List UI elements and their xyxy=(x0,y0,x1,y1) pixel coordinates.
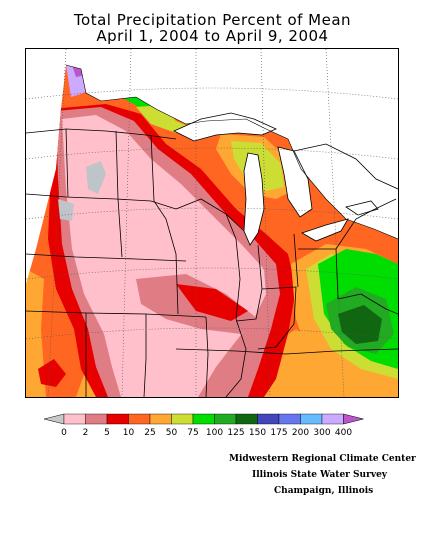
legend-swatch xyxy=(235,413,258,425)
legend-swatch xyxy=(192,413,215,425)
legend-swatch xyxy=(128,413,151,425)
credit-line-2: Illinois State Water Survey xyxy=(252,470,388,480)
lake-superior xyxy=(173,112,277,142)
legend-label: 2 xyxy=(83,428,89,438)
zone-no-data-1 xyxy=(86,161,106,194)
legend-label: 10 xyxy=(123,428,135,438)
legend-labels: 0 2 5 10 25 50 75 100 125 150 175 200 300 400 xyxy=(61,428,352,438)
zone-red-streak xyxy=(176,284,248,321)
credit-line-1: Midwestern Regional Climate Center xyxy=(229,454,416,464)
legend-label: 125 xyxy=(227,428,244,438)
legend-swatches xyxy=(43,413,364,425)
legend-swatch xyxy=(257,413,280,425)
zone-lavender-north xyxy=(66,65,98,97)
legend-swatch xyxy=(149,413,172,425)
legend-label: 75 xyxy=(187,428,198,438)
precipitation-map xyxy=(25,48,399,398)
legend-swatch xyxy=(278,413,301,425)
legend-swatch xyxy=(63,413,86,425)
legend-swatch xyxy=(321,413,344,425)
zone-no-data-2 xyxy=(58,199,74,221)
credit-line-3: Champaign, Illinois xyxy=(274,486,374,496)
legend-arrow-low xyxy=(43,413,65,425)
legend-label: 50 xyxy=(166,428,178,438)
legend-swatch xyxy=(171,413,194,425)
graticule xyxy=(26,49,398,397)
legend-swatch xyxy=(300,413,323,425)
legend-label: 300 xyxy=(313,428,330,438)
map-title-line-2: April 1, 2004 to April 9, 2004 xyxy=(96,27,329,45)
map-svg xyxy=(26,49,398,397)
lake-huron xyxy=(277,146,313,218)
legend-label: 25 xyxy=(144,428,155,438)
legend-label: 150 xyxy=(249,428,266,438)
legend-label: 5 xyxy=(104,428,110,438)
legend-swatch xyxy=(214,413,237,425)
legend-label: 100 xyxy=(206,428,223,438)
zone-dark-green-east xyxy=(338,305,382,344)
lake-erie xyxy=(301,218,349,242)
data-region-outline xyxy=(65,64,398,240)
legend-color-bar: 0 2 5 10 25 50 75 100 125 150 175 200 300 400 xyxy=(43,413,364,438)
lake-ontario xyxy=(345,200,379,216)
great-lakes xyxy=(173,112,379,246)
legend-arrow-high xyxy=(343,413,364,425)
zone-amber-west xyxy=(26,269,46,397)
legend-swatch xyxy=(85,413,108,425)
legend-swatch xyxy=(106,413,129,425)
legend-label: 400 xyxy=(335,428,352,438)
lake-michigan xyxy=(243,152,265,246)
legend-label: 0 xyxy=(61,428,67,438)
zone-red-southwest xyxy=(38,359,66,387)
legend-label: 200 xyxy=(292,428,309,438)
legend-label: 175 xyxy=(270,428,287,438)
map-title-line-1: Total Precipitation Percent of Mean xyxy=(73,11,352,29)
zone-yellow-north xyxy=(136,105,191,133)
political-boundaries xyxy=(26,128,398,397)
